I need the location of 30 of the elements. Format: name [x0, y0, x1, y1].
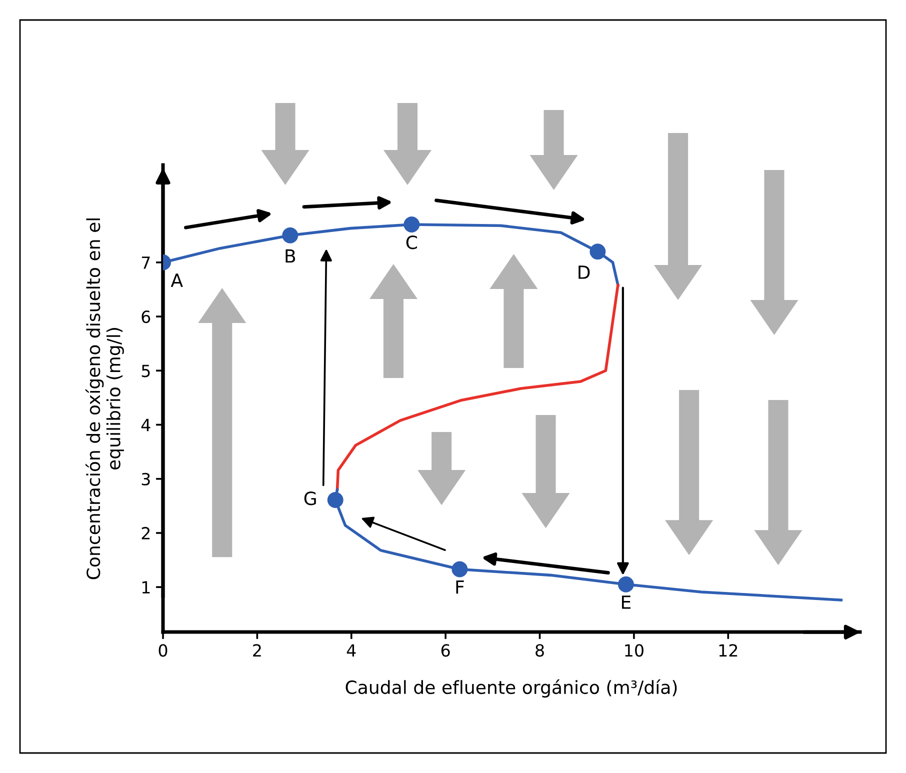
x-tick-label: 8: [536, 644, 544, 657]
y-tick-label: 4: [141, 418, 150, 432]
y-tick-label: 5: [142, 364, 150, 378]
x-tick-label: 12: [719, 644, 738, 656]
y-tick-label: 3: [142, 472, 150, 486]
y-tick-label: 2: [142, 526, 150, 540]
point: [452, 561, 468, 578]
point: [282, 227, 298, 244]
y-axis-title: Concentración de oxígeno disuelto en el equilibrio (mg/l): [86, 218, 124, 580]
y-tick-label: 6: [142, 310, 150, 324]
point: [590, 244, 606, 260]
annotation: B: [286, 249, 296, 263]
annotation: E: [622, 596, 630, 609]
x-tick-label: 2: [253, 644, 261, 656]
annotation: C: [406, 236, 417, 250]
x-axis-title: Caudal de efluente orgánico (m³/día): [346, 679, 677, 698]
annotation: D: [578, 266, 590, 279]
annotation: A: [170, 274, 183, 287]
x-tick-label: 10: [625, 644, 644, 657]
line-series: [336, 284, 620, 492]
y-tick-label: 7: [142, 256, 150, 269]
x-tick-label: 0: [158, 644, 168, 657]
annotation: G: [304, 492, 316, 506]
y-tick-label: 1: [142, 581, 150, 594]
x-tick-label: 6: [441, 644, 450, 657]
x-tick-label: 4: [346, 644, 356, 656]
point: [404, 216, 420, 233]
point: [327, 492, 344, 508]
point: [618, 576, 634, 592]
annotation: F: [456, 580, 464, 594]
